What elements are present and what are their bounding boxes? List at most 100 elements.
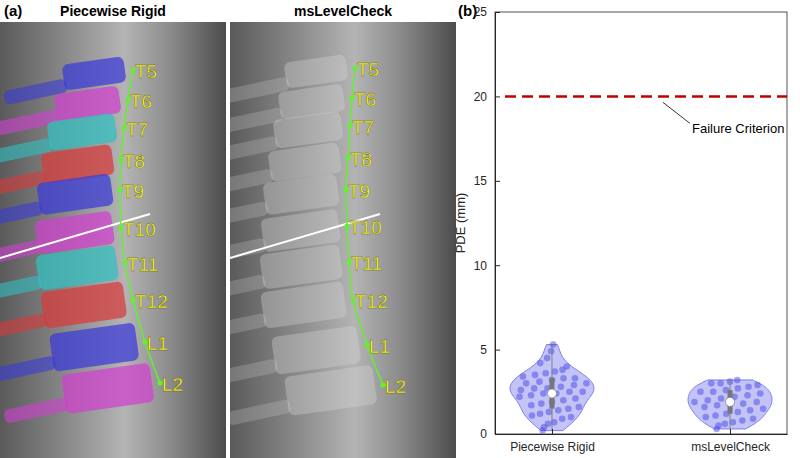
tick-label: 20 xyxy=(474,90,488,104)
data-point xyxy=(739,417,746,424)
data-point xyxy=(528,402,535,409)
data-point xyxy=(571,382,578,389)
data-point xyxy=(714,402,721,409)
data-point xyxy=(555,407,562,414)
tick-mark xyxy=(495,265,500,266)
data-point xyxy=(568,414,575,421)
level-label: T11 xyxy=(127,254,158,275)
vertebra-process xyxy=(230,313,268,340)
level-label: T9 xyxy=(122,181,144,202)
level-label: T12 xyxy=(135,291,168,312)
tick-mark xyxy=(495,96,500,97)
level-label: L1 xyxy=(147,333,168,354)
vertebra xyxy=(62,56,127,90)
data-point xyxy=(528,392,535,399)
vertebra-process xyxy=(0,275,43,302)
tick-label: msLevelCheck xyxy=(691,440,771,454)
data-point xyxy=(560,375,567,382)
data-point xyxy=(583,380,590,387)
data-point xyxy=(550,341,557,348)
vertebra xyxy=(262,173,340,215)
axis-line xyxy=(495,13,496,435)
tick-mark xyxy=(495,181,500,182)
data-point xyxy=(757,390,764,397)
level-label: T8 xyxy=(350,149,372,170)
tick: 10 xyxy=(474,259,500,273)
tick-mark xyxy=(730,429,731,434)
data-point xyxy=(718,395,725,402)
data-point xyxy=(548,348,555,355)
data-point xyxy=(715,422,722,429)
data-point xyxy=(740,400,747,407)
data-point xyxy=(754,382,761,389)
vertebra-process xyxy=(230,358,279,385)
image-background xyxy=(0,22,226,458)
data-point xyxy=(730,419,737,426)
tick: 5 xyxy=(480,343,500,357)
data-point xyxy=(566,389,573,396)
vertebra-process xyxy=(0,355,57,382)
data-point xyxy=(735,385,742,392)
data-point xyxy=(572,375,579,382)
data-point xyxy=(532,372,539,379)
data-point xyxy=(753,399,760,406)
vertebra xyxy=(271,325,361,375)
data-point xyxy=(552,368,559,375)
reference-line xyxy=(505,95,787,98)
data-point xyxy=(691,399,698,406)
vertebra xyxy=(49,322,139,372)
vertebra xyxy=(260,281,347,329)
tick: 25 xyxy=(474,5,500,19)
level-label: L2 xyxy=(385,376,406,397)
level-label: T7 xyxy=(126,119,148,140)
median xyxy=(547,389,556,398)
y-axis-title: PDE (mm) xyxy=(453,193,468,254)
level-label: T5 xyxy=(135,61,157,82)
vertebra-process xyxy=(230,399,292,426)
level-label: T10 xyxy=(123,219,156,240)
data-point xyxy=(529,412,536,419)
level-label: T10 xyxy=(349,217,382,238)
data-point xyxy=(579,389,586,396)
tick-mark xyxy=(495,350,500,351)
vertebra xyxy=(284,54,349,88)
data-point xyxy=(722,421,729,428)
level-label: T6 xyxy=(130,91,152,112)
tick-label: Piecewise Rigid xyxy=(510,440,595,454)
tick-label: 15 xyxy=(474,174,488,188)
vertebra-process xyxy=(3,397,69,424)
data-point xyxy=(563,363,570,370)
tick: Piecewise Rigid xyxy=(510,429,595,454)
data-point xyxy=(712,412,719,419)
data-point xyxy=(701,404,708,411)
data-point xyxy=(531,385,538,392)
data-point xyxy=(516,394,523,401)
data-point xyxy=(702,414,709,421)
data-point xyxy=(544,355,551,362)
median xyxy=(726,397,735,406)
tick-label: 0 xyxy=(480,427,487,441)
data-point xyxy=(760,405,767,412)
data-point xyxy=(537,360,544,367)
data-point xyxy=(559,416,566,423)
data-point xyxy=(734,377,741,384)
data-point xyxy=(735,409,742,416)
image-title: msLevelCheck xyxy=(294,3,392,19)
figure: (a)T5T6T7T8T9T10T11T12L1L2Piecewise Rigi… xyxy=(0,0,800,458)
data-point xyxy=(546,409,553,416)
data-point xyxy=(545,421,552,428)
tick-label: 5 xyxy=(480,343,487,357)
data-point xyxy=(536,378,543,385)
data-point xyxy=(697,389,704,396)
data-point xyxy=(558,383,565,390)
tick: 20 xyxy=(474,90,500,104)
image: T5T6T7T8T9T10T11T12L1L2 xyxy=(0,22,226,458)
data-point xyxy=(572,395,579,402)
tick-mark xyxy=(495,12,500,13)
level-label: T8 xyxy=(123,151,145,172)
tick-label: 10 xyxy=(474,259,488,273)
reference-label: Failure Criterion xyxy=(692,121,784,136)
data-point xyxy=(537,410,544,417)
tick-mark xyxy=(552,429,553,434)
data-point xyxy=(710,389,717,396)
